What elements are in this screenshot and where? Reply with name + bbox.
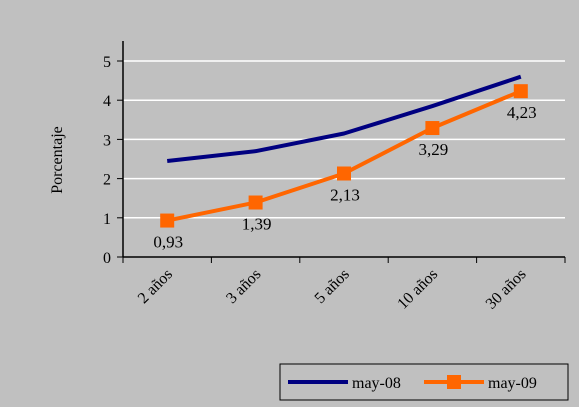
legend-marker-may-09 (447, 375, 461, 389)
y-tick-label: 2 (103, 172, 111, 189)
data-label: 2,13 (330, 186, 360, 205)
series-lines (160, 74, 528, 228)
y-tick-label: 0 (103, 250, 111, 267)
data-point-may-09 (513, 84, 528, 99)
data-label: 3,29 (419, 140, 449, 159)
data-label: 4,23 (507, 103, 537, 122)
y-tick-label: 1 (103, 211, 111, 228)
y-tick-labels: 0 1 2 3 4 5 (103, 54, 111, 267)
y-tick-label: 3 (103, 132, 111, 149)
data-labels: 0,93 1,39 2,13 3,29 4,23 (153, 103, 536, 251)
axes (117, 41, 566, 263)
data-label: 0,93 (153, 233, 183, 252)
y-tick-label: 5 (103, 54, 111, 71)
data-point-may-09 (425, 121, 440, 136)
legend: may-08 may-09 (279, 363, 569, 401)
series-line-may-08 (166, 74, 522, 163)
legend-label: may-09 (488, 375, 537, 392)
data-point-may-09 (160, 213, 175, 228)
y-axis-title: Porcentaje (49, 126, 66, 194)
data-label: 1,39 (242, 215, 272, 234)
data-point-may-09 (248, 195, 263, 210)
legend-label: may-08 (352, 375, 401, 392)
data-point-may-09 (337, 166, 351, 181)
y-tick-label: 4 (103, 93, 111, 110)
